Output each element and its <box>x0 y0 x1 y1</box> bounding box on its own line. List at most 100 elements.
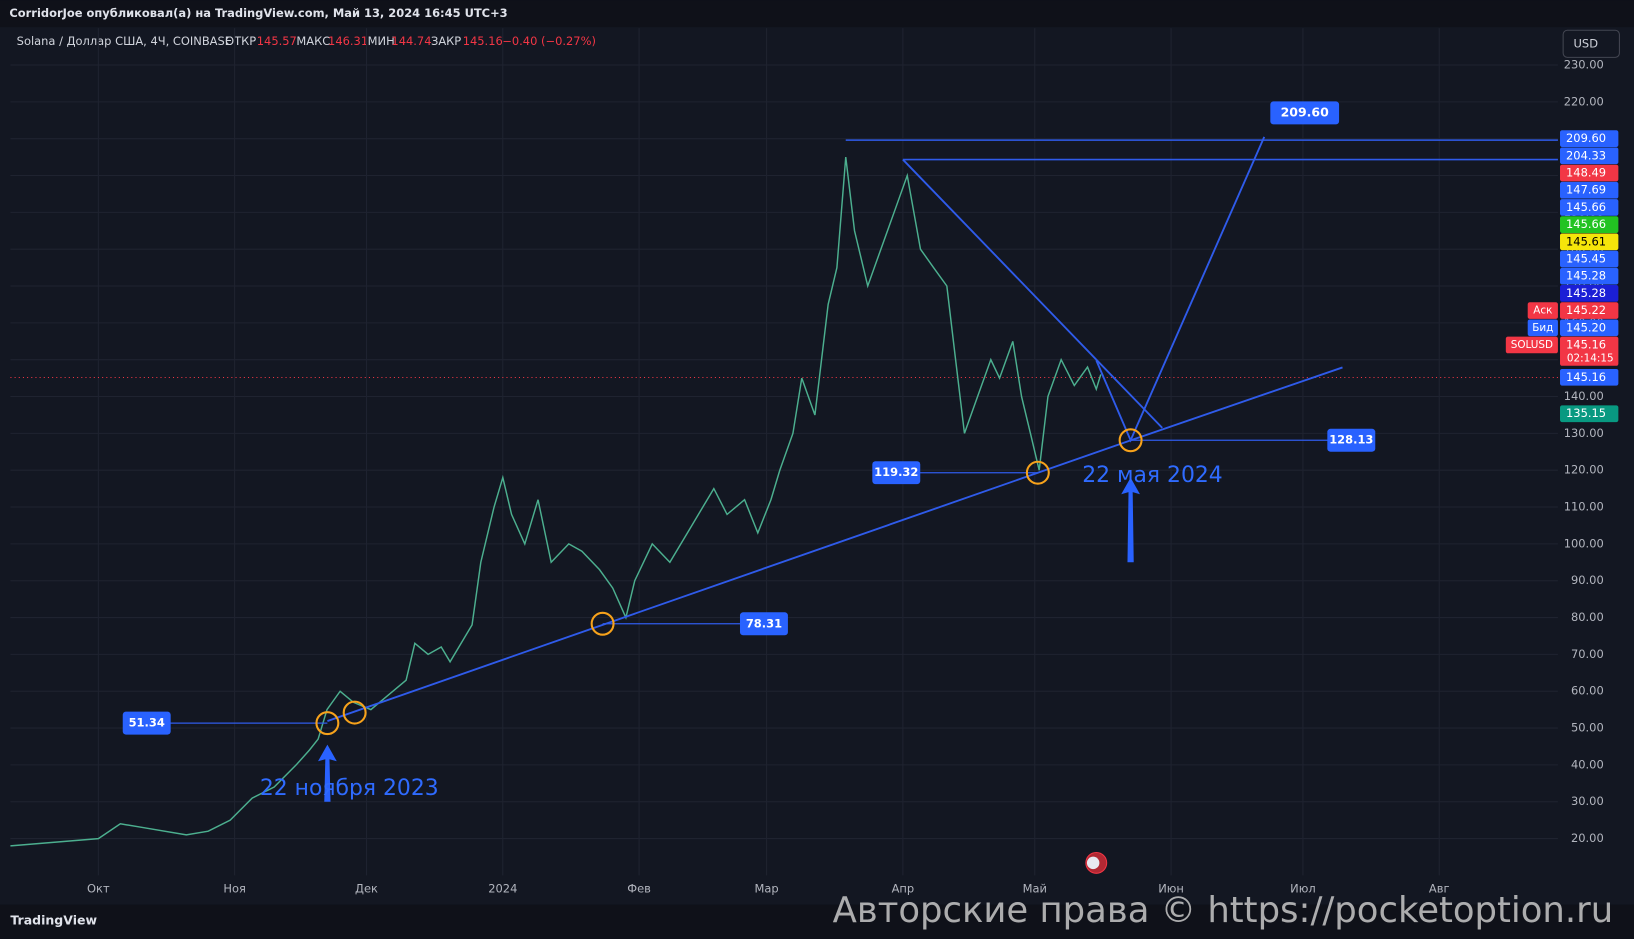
price-tag-label: 209.60 <box>1566 131 1606 145</box>
ohlc-value: 145.16 <box>463 34 503 48</box>
countdown: 02:14:15 <box>1567 353 1614 365</box>
callout-label: 128.13 <box>1329 433 1373 447</box>
price-tag <box>1560 181 1619 199</box>
x-tick-label: Авг <box>1429 881 1450 895</box>
y-tick-label: 80.00 <box>1571 610 1604 624</box>
price-tag <box>1560 233 1619 251</box>
ohlc-value: 144.74 <box>391 34 431 48</box>
callout-box <box>1327 428 1376 452</box>
tag-badge-label: SOLUSD <box>1511 339 1553 351</box>
y-tick-label: 110.00 <box>1564 500 1604 514</box>
bottom-bar <box>0 904 1634 939</box>
x-tick-label: Ноя <box>223 881 246 895</box>
price-tag-label: 145.20 <box>1566 320 1606 334</box>
price-line <box>10 156 1102 847</box>
currency-button[interactable] <box>1562 29 1620 58</box>
price-tag <box>1560 216 1619 233</box>
x-tick-label: Фев <box>627 881 651 895</box>
price-tag-label: 145.16 <box>1566 337 1606 351</box>
annotation: 22 мая 2024 <box>1082 463 1222 488</box>
target-label: 209.60 <box>1281 104 1330 119</box>
tag-badge <box>1505 336 1558 354</box>
price-tag <box>1560 405 1619 423</box>
y-tick-label: 140.00 <box>1564 389 1604 403</box>
price-tag-label: 145.22 <box>1566 303 1606 317</box>
y-tick-label: 130.00 <box>1564 426 1604 440</box>
price-tag-label: 148.49 <box>1566 166 1606 180</box>
price-tag-label: 145.28 <box>1566 286 1606 300</box>
touch-point <box>342 700 367 725</box>
events-icon-inner <box>1086 856 1100 870</box>
touch-point <box>315 711 340 736</box>
tag-badge-label: Аск <box>1533 305 1552 317</box>
ohlc-label: МИН <box>368 34 395 48</box>
brand: TradingView <box>10 913 97 928</box>
y-tick-label: 230.00 <box>1564 58 1604 72</box>
tag-badge <box>1527 302 1558 319</box>
price-tag-label: 145.66 <box>1566 217 1606 231</box>
price-tag-label: 145.45 <box>1566 251 1606 265</box>
price-tag <box>1560 319 1619 337</box>
callout-label: 119.32 <box>874 465 918 479</box>
price-tag <box>1560 285 1619 302</box>
change: −0.40 (−0.27%) <box>502 34 596 48</box>
price-tag-label: 145.66 <box>1566 200 1606 214</box>
price-tag <box>1560 267 1619 285</box>
price-tag <box>1560 164 1619 182</box>
ohlc-value: 145.57 <box>257 34 297 48</box>
callout-label: 51.34 <box>129 716 165 730</box>
y-tick-label: 20.00 <box>1571 831 1604 845</box>
callout-box <box>739 612 788 636</box>
ohlc-label: МАКС <box>296 34 330 48</box>
price-tag <box>1560 368 1619 386</box>
arrow <box>318 744 337 802</box>
x-tick-label: Июл <box>1290 881 1316 895</box>
price-tag <box>1560 199 1619 216</box>
ohlc-value: 146.31 <box>328 34 368 48</box>
price-tag <box>1560 147 1619 165</box>
price-tag-label: 135.15 <box>1566 406 1606 420</box>
price-tag-label: 145.16 <box>1566 370 1606 384</box>
pattern-line <box>902 158 1163 429</box>
x-tick-label: Июн <box>1158 881 1184 895</box>
y-tick-label: 60.00 <box>1571 684 1604 698</box>
currency[interactable]: USD <box>1574 36 1599 50</box>
price-tag-label: 145.61 <box>1566 234 1606 248</box>
arrow <box>1121 477 1140 563</box>
ohlc-label: ОТКР <box>225 34 256 48</box>
touch-point <box>1118 428 1143 453</box>
y-tick-label: 120.00 <box>1564 463 1604 477</box>
touch-point <box>1025 460 1050 485</box>
target-box <box>1270 101 1340 125</box>
x-tick-label: 2024 <box>488 881 517 895</box>
publish-title: CorridorJoe опубликовал(а) на TradingVie… <box>9 6 507 20</box>
price-tag <box>1560 336 1619 366</box>
price-tag <box>1560 302 1619 319</box>
y-tick-label: 40.00 <box>1571 757 1604 771</box>
y-tick-label: 90.00 <box>1571 573 1604 587</box>
touch-point <box>590 611 615 636</box>
x-tick-label: Май <box>1023 881 1047 895</box>
x-tick-label: Мар <box>755 881 779 895</box>
tag-badge-label: Бид <box>1532 322 1553 334</box>
tag-badge <box>1527 319 1558 337</box>
x-tick-label: Окт <box>87 881 110 895</box>
annotation: 22 ноября 2023 <box>260 776 439 801</box>
x-tick-label: Апр <box>892 881 915 895</box>
callout-box <box>122 711 171 735</box>
price-tag <box>1560 130 1619 147</box>
x-tick-label: Дек <box>355 881 378 895</box>
price-tag-label: 204.33 <box>1566 148 1606 162</box>
y-tick-label: 70.00 <box>1571 647 1604 661</box>
callout-box <box>872 461 921 485</box>
top-bar <box>0 0 1634 28</box>
price-tag-label: 145.28 <box>1566 269 1606 283</box>
y-tick-label: 50.00 <box>1571 721 1604 735</box>
y-tick-label: 30.00 <box>1571 794 1604 808</box>
symbol: Solana / Доллар США, 4Ч, COINBASE <box>17 34 232 48</box>
callout-label: 78.31 <box>746 616 782 630</box>
watermark: Авторские права © https://pocketoption.r… <box>833 890 1614 931</box>
price-tag <box>1560 250 1619 268</box>
